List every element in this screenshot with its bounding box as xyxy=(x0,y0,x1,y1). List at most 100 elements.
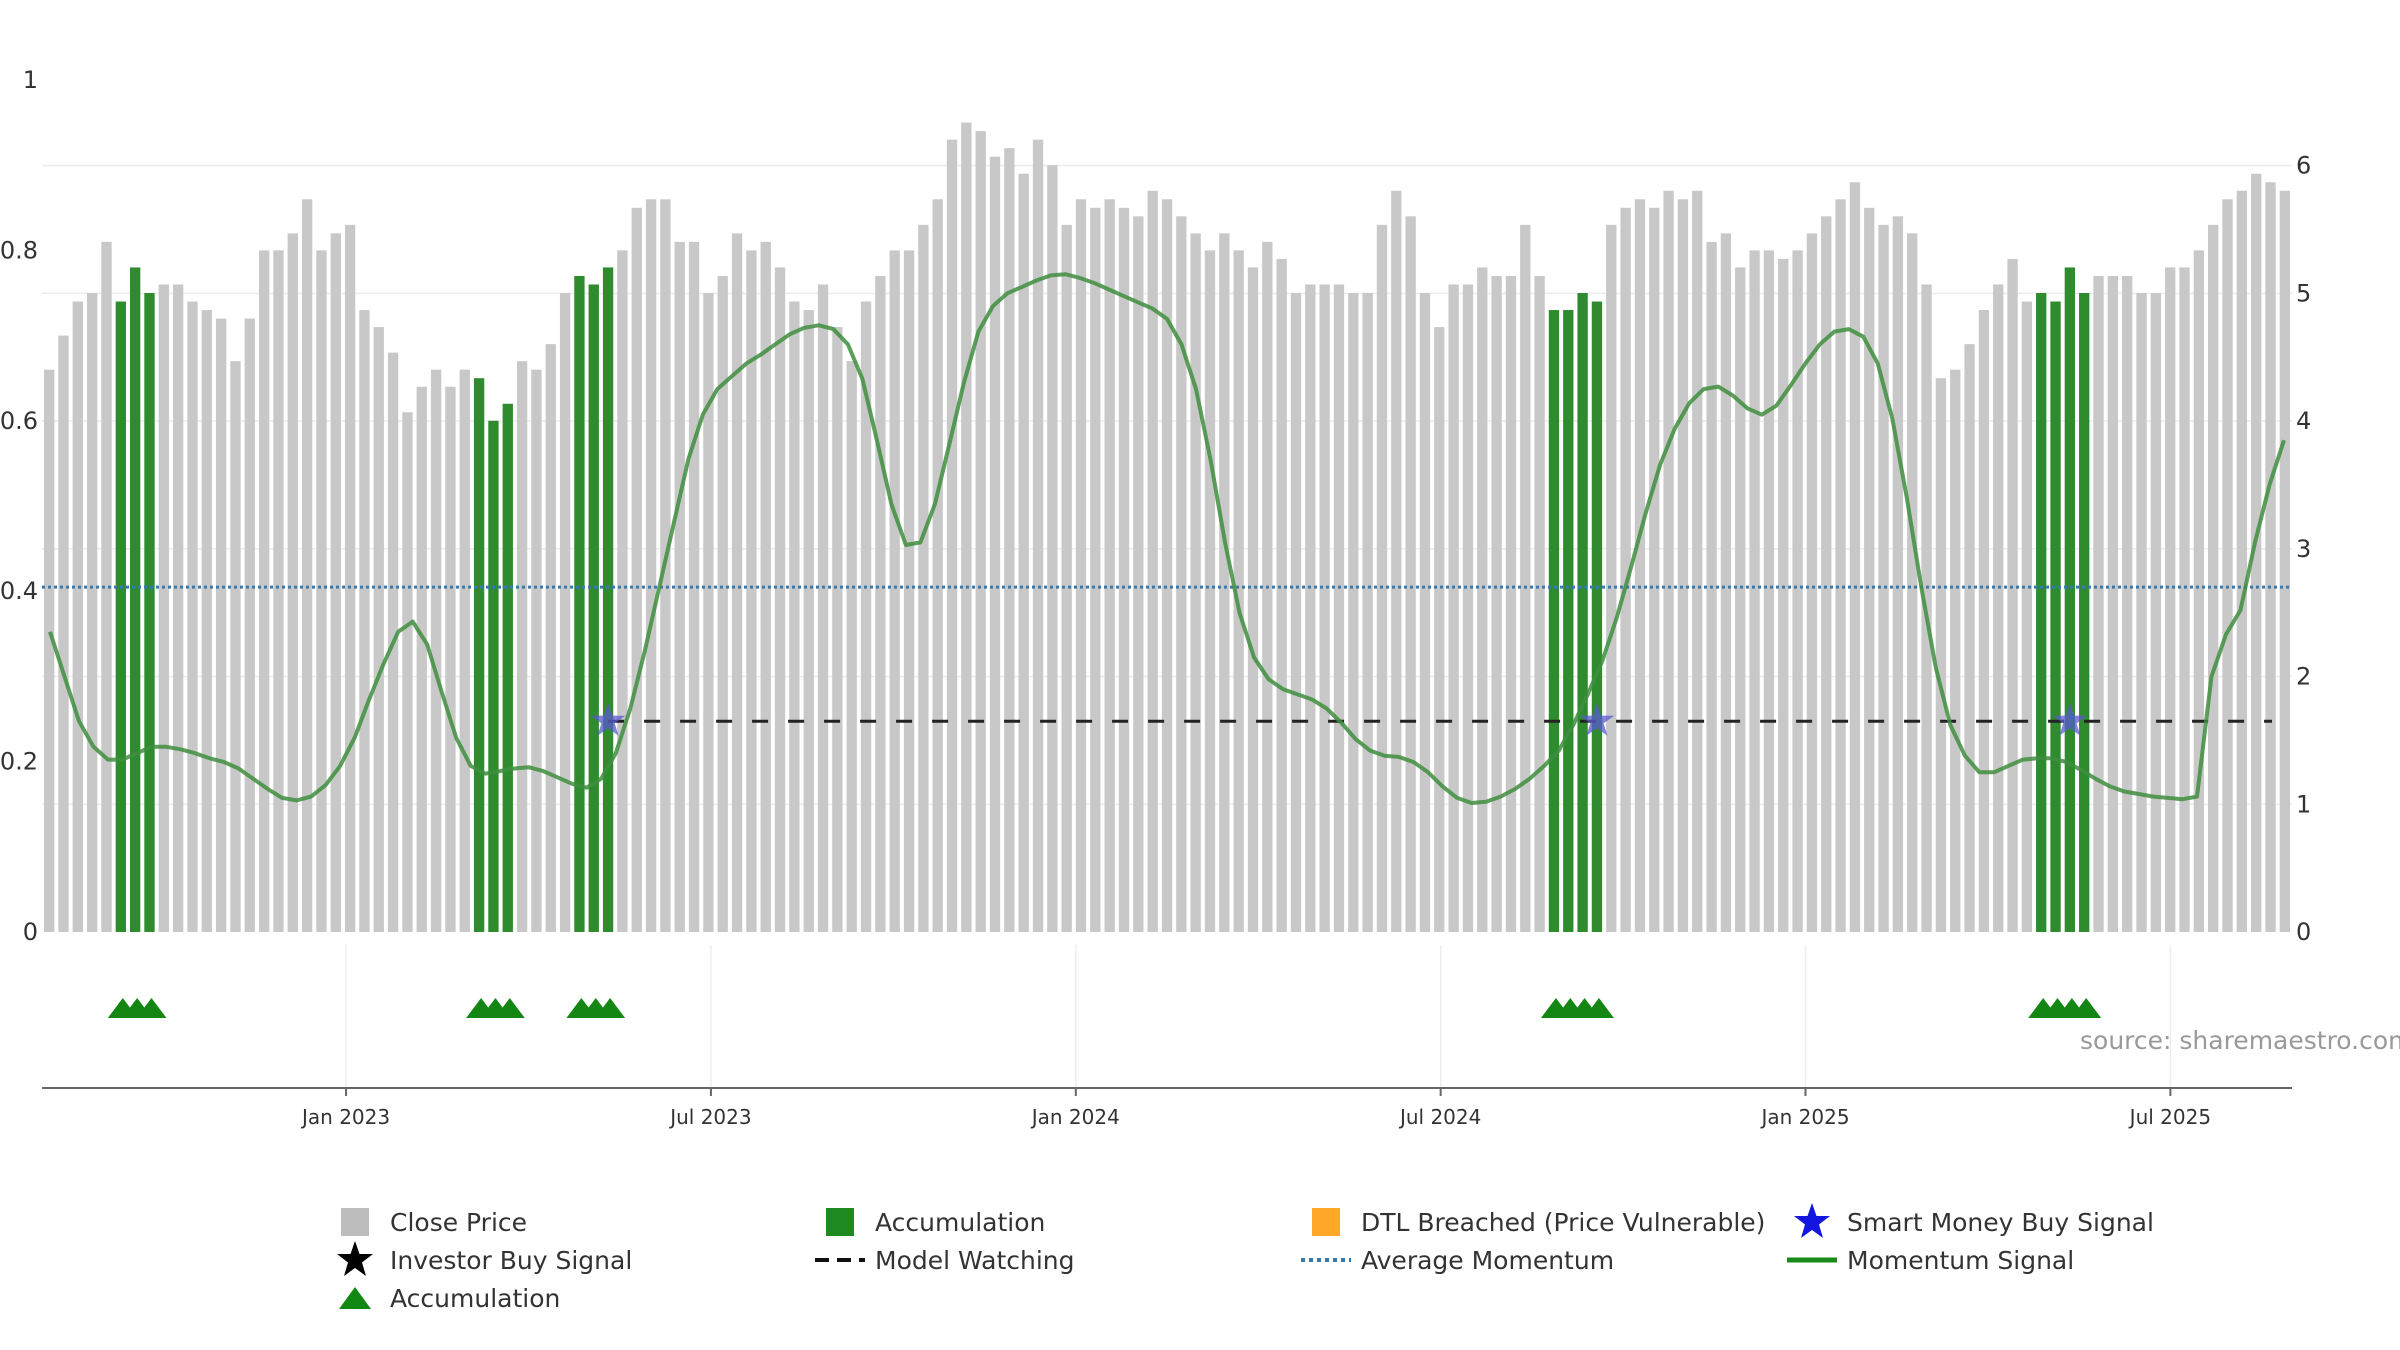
close-price-bar xyxy=(258,250,270,932)
close-price-bar xyxy=(330,233,341,933)
close-price-bar xyxy=(545,344,556,932)
right-tick-label: 3 xyxy=(2296,535,2311,563)
close-price-bar xyxy=(1964,344,1975,932)
close-price-bar xyxy=(2107,275,2119,933)
accumulation-triangle xyxy=(136,998,167,1018)
close-price-bar xyxy=(1061,224,1072,933)
close-price-bar xyxy=(101,241,112,932)
close-price-bar xyxy=(1075,199,1087,932)
close-price-bar xyxy=(1491,275,1502,933)
x-tick-label: Jul 2025 xyxy=(2128,1105,2211,1129)
legend-label: DTL Breached (Price Vulnerable) xyxy=(1361,1207,1766,1237)
left-tick-label: 0.4 xyxy=(0,577,38,605)
close-price-bar xyxy=(2150,293,2162,932)
accumulation-bar xyxy=(144,293,155,932)
close-price-bar xyxy=(1677,199,1689,932)
close-price-bar xyxy=(516,361,528,932)
left-tick-label: 0.8 xyxy=(0,236,38,264)
legend-label: Momentum Signal xyxy=(1847,1245,2075,1275)
legend-label: Accumulation xyxy=(390,1283,561,1313)
close-price-bar xyxy=(1692,190,1703,932)
right-tick-label: 6 xyxy=(2296,152,2311,180)
left-tick-label: 0 xyxy=(23,918,38,946)
accumulation-bar xyxy=(2064,267,2076,932)
legend-item-model-watching: Model Watching xyxy=(815,1243,1075,1277)
legend-label: Accumulation xyxy=(875,1207,1046,1237)
close-price-bar xyxy=(1047,165,1058,932)
close-price-bar xyxy=(244,318,255,932)
close-price-bar xyxy=(1720,233,1732,933)
smart-money-buy-star xyxy=(2052,703,2087,736)
square-icon xyxy=(815,1205,865,1239)
accumulation-bar xyxy=(1577,293,1588,932)
close-price-bar xyxy=(1606,224,1617,933)
smart-money-buy-star xyxy=(591,703,626,736)
close-price-bar xyxy=(1190,233,1201,933)
close-price-bar xyxy=(359,310,370,932)
close-price-bar xyxy=(1821,216,1832,932)
close-price-bar xyxy=(1391,190,1402,932)
close-price-bar xyxy=(172,284,184,933)
close-price-bar xyxy=(158,284,169,933)
x-tick-label: Jul 2024 xyxy=(1398,1105,1481,1129)
close-price-bar xyxy=(1133,216,1144,932)
close-price-bar xyxy=(2136,293,2147,932)
legend-label: Smart Money Buy Signal xyxy=(1847,1207,2154,1237)
close-price-bar xyxy=(1161,199,1173,932)
left-axis: 0 0.2 0.4 0.6 0.8 1 xyxy=(0,66,38,946)
close-price-bar xyxy=(989,156,1001,932)
close-price-bar xyxy=(1333,284,1345,933)
square-icon xyxy=(330,1205,380,1239)
close-price-bar xyxy=(2208,224,2219,933)
dash-line-icon xyxy=(815,1243,865,1277)
line-icon xyxy=(1787,1243,1837,1277)
close-price-bar xyxy=(1405,216,1416,932)
close-price-bar xyxy=(1018,173,1029,933)
close-price-bar xyxy=(903,250,915,932)
close-price-bar xyxy=(2165,267,2176,932)
price-bars xyxy=(44,122,2290,933)
right-tick-label: 5 xyxy=(2296,279,2311,307)
x-tick-label: Jan 2025 xyxy=(1759,1105,1849,1129)
right-tick-label: 2 xyxy=(2296,663,2311,691)
close-price-bar xyxy=(1477,267,1488,932)
square-icon xyxy=(1301,1205,1351,1239)
close-price-bar xyxy=(72,301,83,932)
right-tick-label: 1 xyxy=(2296,790,2311,818)
close-price-bar xyxy=(1892,216,1904,932)
accumulation-bar xyxy=(115,301,126,932)
close-price-bar xyxy=(789,301,800,932)
accumulation-triangle xyxy=(2071,998,2102,1018)
x-tick-label: Jan 2024 xyxy=(1030,1105,1120,1129)
close-price-bar xyxy=(2279,190,2290,932)
close-price-bar xyxy=(1749,250,1760,932)
source-watermark: source: sharemaestro.com xyxy=(2080,1026,2400,1055)
close-price-bar xyxy=(1348,293,1359,932)
close-price-bar xyxy=(1849,182,1861,933)
close-price-bar xyxy=(1448,284,1459,933)
legend-item-accumulation-bar: Accumulation xyxy=(815,1205,1045,1239)
close-price-bar xyxy=(1663,190,1674,932)
close-price-bar xyxy=(373,327,384,933)
close-price-bar xyxy=(187,301,198,932)
close-price-bar xyxy=(2251,173,2262,933)
close-price-bar xyxy=(1634,199,1646,932)
legend-item-close-price: Close Price xyxy=(330,1205,527,1239)
close-price-bar xyxy=(2179,267,2190,932)
close-price-bar xyxy=(617,250,628,932)
accumulation-triangle xyxy=(595,998,626,1018)
close-price-bar xyxy=(1362,293,1373,932)
close-price-bar xyxy=(1233,250,1244,932)
close-price-bar xyxy=(932,199,943,932)
close-price-bar xyxy=(889,250,900,932)
legend-label: Model Watching xyxy=(875,1245,1075,1275)
close-price-bar xyxy=(688,241,700,932)
close-price-bar xyxy=(1104,199,1115,932)
close-price-bar xyxy=(1735,267,1746,932)
momentum-signal-line xyxy=(48,272,2286,805)
close-price-bar xyxy=(44,369,55,932)
close-price-bar xyxy=(215,318,227,932)
accumulation-bar xyxy=(1591,301,1603,932)
legend-label: Average Momentum xyxy=(1361,1245,1615,1275)
close-price-bar xyxy=(316,250,327,932)
